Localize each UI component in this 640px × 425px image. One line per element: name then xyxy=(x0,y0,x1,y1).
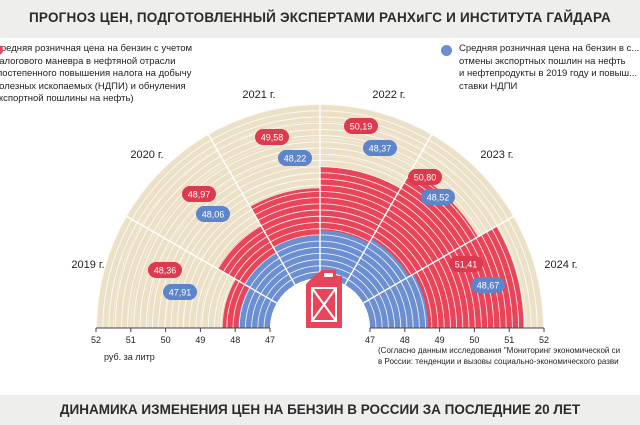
data-label-red: 51,41 xyxy=(449,256,483,272)
legend-red-line: экспортной пошлины на нефть) xyxy=(0,93,134,104)
legend-red-line: (постепенного повышения налога на добычу xyxy=(0,68,192,79)
category-label: 2023 г. xyxy=(480,149,513,161)
legend-blue-line: отмены экспортных пошлин на нефть xyxy=(459,55,626,67)
fuel-can-handle xyxy=(324,273,333,277)
axis-tick-label: 51 xyxy=(504,335,514,345)
data-label-blue-text: 48,22 xyxy=(284,154,307,164)
data-label-blue: 48,67 xyxy=(471,277,505,293)
source-note: (Согласно данным исследования "Мониторин… xyxy=(378,345,640,367)
axis-tick-label: 48 xyxy=(230,335,240,345)
axis-tick-label: 50 xyxy=(161,335,171,345)
legend-red-line: полезных ископаемых (НДПИ) и обнуления xyxy=(0,80,186,92)
data-label-red-bg xyxy=(148,262,182,278)
fuel-can-panel xyxy=(311,287,337,322)
data-label-blue-bg xyxy=(196,206,230,222)
fuel-can-body xyxy=(306,270,342,328)
source-note-line: в России: тенденции и вызовы социально-э… xyxy=(378,357,619,366)
chart-title: ПРОГНОЗ ЦЕН, ПОДГОТОВЛЕННЫЙ ЭКСПЕРТАМИ Р… xyxy=(29,10,611,25)
data-label-red-text: 50,80 xyxy=(414,173,437,183)
data-label-blue-bg xyxy=(471,277,505,293)
data-label-red: 50,80 xyxy=(408,169,442,185)
data-label-blue-bg xyxy=(278,150,312,166)
axis-tick-label: 49 xyxy=(435,335,445,345)
title-band xyxy=(0,0,640,38)
data-label-red: 49,58 xyxy=(255,129,289,145)
data-label-blue-bg xyxy=(363,140,397,156)
data-label-blue-text: 48,52 xyxy=(427,193,450,203)
legend-blue-line: Средняя розничная цена на бензин в с... xyxy=(459,43,640,54)
legend-red-line: Средняя розничная цена на бензин с учето… xyxy=(0,43,193,54)
bar-blue xyxy=(238,287,277,328)
legend-dot-blue xyxy=(441,45,452,56)
data-label-red: 48,97 xyxy=(182,186,216,202)
sector-divider xyxy=(207,133,296,286)
fuel-can-icon xyxy=(306,270,342,328)
axis-tick-label: 52 xyxy=(91,335,101,345)
data-label-red-text: 49,58 xyxy=(261,133,284,143)
data-label-red-text: 51,41 xyxy=(455,260,478,270)
legend-dot-red xyxy=(0,45,3,55)
data-label-blue: 47,91 xyxy=(163,284,197,300)
axis-tick-label: 48 xyxy=(400,335,410,345)
data-label-red-bg xyxy=(182,186,216,202)
legend-blue-line: ставки НДПИ xyxy=(459,80,518,92)
category-label: 2019 г. xyxy=(71,259,104,271)
legend-red: Средняя розничная цена на бензин с учето… xyxy=(0,43,209,106)
category-label: 2021 г. xyxy=(242,89,275,101)
data-label-blue-text: 48,37 xyxy=(369,144,392,154)
data-label-red-bg xyxy=(408,169,442,185)
data-label-blue-bg xyxy=(421,189,455,205)
sector-divider xyxy=(362,215,515,304)
data-label-blue: 48,22 xyxy=(278,150,312,166)
fuel-can-cross xyxy=(311,287,337,322)
data-label-blue-text: 48,06 xyxy=(202,210,225,220)
axis-tick-label: 47 xyxy=(365,335,375,345)
data-label-red-bg xyxy=(449,256,483,272)
legend-blue-line: и нефтепродукты в 2019 году и повыш... xyxy=(459,68,637,79)
bar-blue xyxy=(244,252,295,303)
footer-band xyxy=(0,395,640,425)
category-label: 2022 г. xyxy=(372,89,405,101)
category-label: 2024 г. xyxy=(544,259,577,271)
source-note-line: (Согласно данным исследования "Мониторин… xyxy=(378,346,621,355)
data-label-red-bg xyxy=(255,129,289,145)
axis-tick-label: 51 xyxy=(126,335,136,345)
data-label-red-text: 48,36 xyxy=(154,266,177,276)
axis-tick-label: 50 xyxy=(469,335,479,345)
axis-unit-label: руб. за литр xyxy=(104,352,155,362)
sector-divider xyxy=(344,133,433,286)
legend-blue: Средняя розничная цена на бензин в с... … xyxy=(459,43,640,93)
data-label-red: 50,19 xyxy=(344,118,378,134)
data-label-red-text: 50,19 xyxy=(350,122,373,132)
category-label: 2020 г. xyxy=(130,149,163,161)
axis-tick-label: 52 xyxy=(539,335,549,345)
data-label-blue-bg xyxy=(163,284,197,300)
axis-tick-label: 47 xyxy=(265,335,275,345)
axis-tick-label: 49 xyxy=(195,335,205,345)
data-label-red: 48,36 xyxy=(148,262,182,278)
data-label-red-bg xyxy=(344,118,378,134)
data-label-blue-text: 48,67 xyxy=(477,281,500,291)
data-label-blue: 48,52 xyxy=(421,189,455,205)
legend-red-line: налогового маневра в нефтяной отрасли xyxy=(0,55,176,67)
data-label-blue-text: 47,91 xyxy=(169,288,192,298)
data-label-red-text: 48,97 xyxy=(188,190,211,200)
footer-title: ДИНАМИКА ИЗМЕНЕНИЯ ЦЕН НА БЕНЗИН В РОССИ… xyxy=(59,402,581,417)
data-label-blue: 48,37 xyxy=(363,140,397,156)
data-label-blue: 48,06 xyxy=(196,206,230,222)
sector-divider xyxy=(125,215,278,304)
